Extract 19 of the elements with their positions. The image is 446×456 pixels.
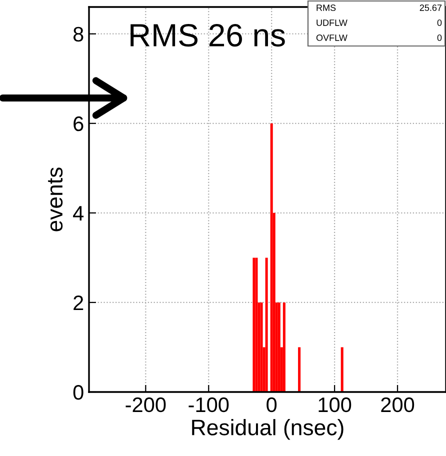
x-tick-label: 100 [318,397,352,412]
annotation: RMS [316,4,336,11]
y-tick-label: 4 [73,206,84,220]
annotation: 25.67 [420,4,442,11]
annotation: UDFLW [316,20,348,26]
y-tick-label: 6 [74,116,84,132]
annotation: 0 [437,34,442,41]
x-axis-title: Residual (nsec) [192,419,344,440]
y-tick-label: 0 [73,385,84,400]
x-tick-label: 200 [381,397,414,412]
x-tick-label: -200 [126,397,166,412]
y-axis-title: events [48,168,63,232]
annotation: 0 [437,20,442,26]
annotation: RMS 26 ns [130,24,285,47]
y-tick-label: 8 [73,26,84,42]
x-tick-label: -100 [188,397,229,412]
annotation: OVFLW [316,34,348,41]
y-tick-label: 2 [74,295,84,310]
x-tick-label: 0 [266,397,277,412]
